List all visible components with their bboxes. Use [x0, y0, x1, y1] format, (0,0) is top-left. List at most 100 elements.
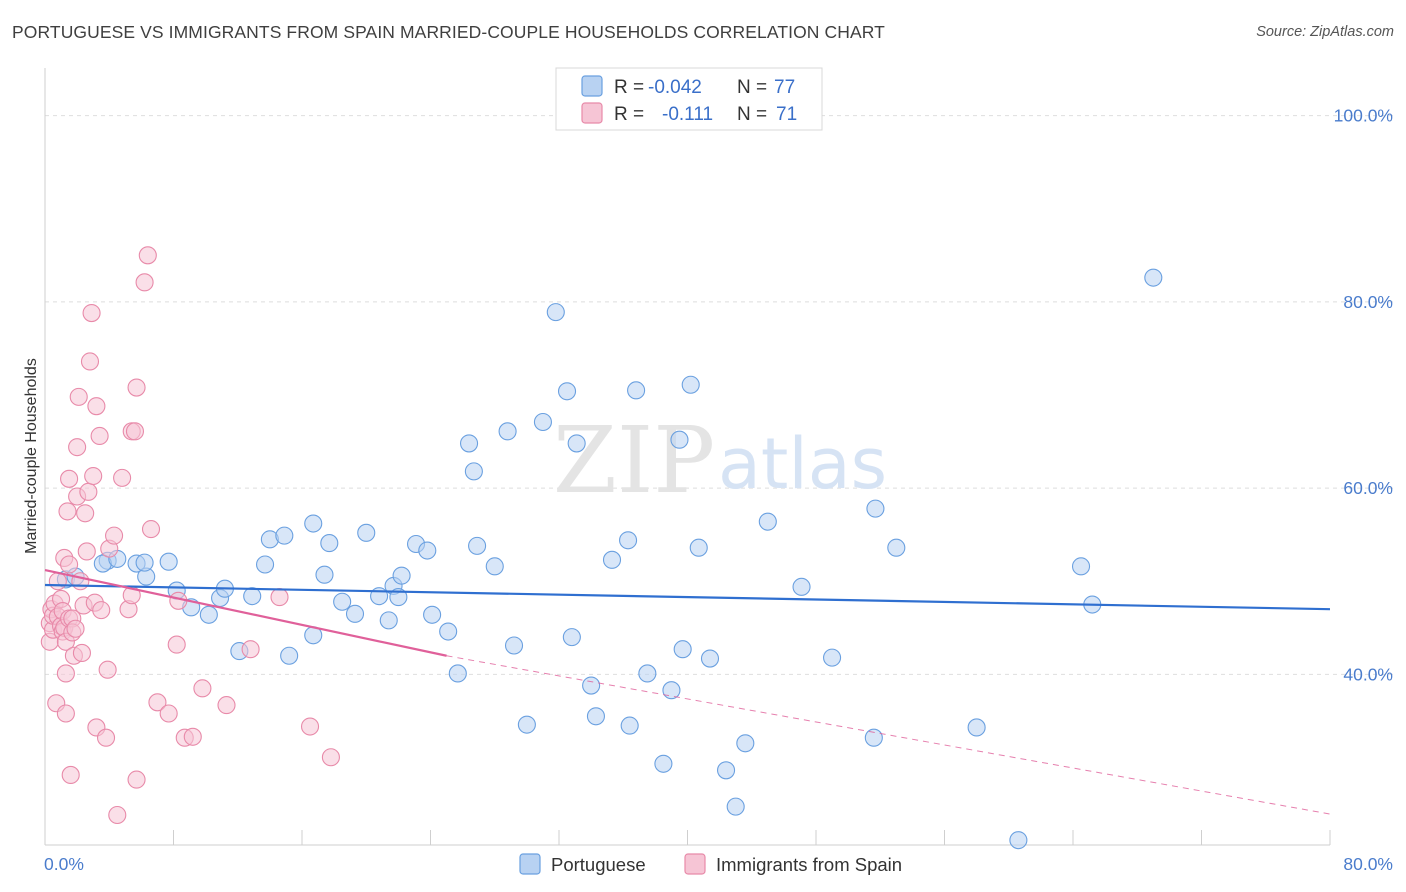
data-point	[468, 536, 487, 555]
trend-line-spain-extension	[446, 655, 1331, 815]
data-point	[108, 805, 127, 825]
data-point	[315, 565, 334, 584]
data-point	[77, 542, 96, 561]
trend-lines	[44, 568, 1331, 815]
data-point	[80, 352, 100, 371]
data-point	[96, 728, 116, 747]
data-points	[40, 246, 1163, 850]
bottom-legend-swatch-spain	[684, 853, 706, 875]
legend-r-value-1: -0.042	[648, 77, 702, 98]
data-point	[135, 273, 154, 292]
tick-labels: 100.0% 80.0% 60.0% 40.0% 0.0% 80.0%	[44, 106, 1393, 874]
data-point	[69, 387, 88, 406]
data-point	[1144, 268, 1163, 287]
data-point	[485, 557, 504, 576]
data-point	[79, 482, 98, 501]
data-point	[304, 514, 323, 533]
legend-r-label-1: R =	[614, 77, 644, 98]
data-point	[241, 640, 260, 659]
y-tick-label: 60.0%	[1343, 478, 1393, 498]
series-portuguese	[56, 268, 1163, 850]
data-point	[567, 434, 586, 453]
data-point	[673, 640, 692, 659]
data-point	[300, 717, 320, 736]
data-point	[546, 303, 565, 322]
data-point	[84, 466, 103, 486]
legend-r-value-2: -0.111	[662, 104, 713, 125]
data-point	[76, 504, 95, 523]
data-point	[275, 526, 294, 545]
legend-n-value-1: 77	[774, 77, 795, 98]
legend-n-label-1: N =	[737, 77, 767, 98]
data-point	[113, 468, 132, 487]
legend-r-label-2: R =	[614, 104, 644, 125]
data-point	[423, 605, 442, 624]
legend-swatch-portuguese	[581, 75, 603, 97]
data-point	[864, 728, 883, 747]
legend-n-label-2: N =	[737, 104, 767, 125]
data-point	[627, 381, 646, 400]
data-point	[418, 541, 437, 560]
x-tick-label: 0.0%	[44, 854, 84, 874]
data-point	[448, 664, 467, 683]
data-point	[887, 538, 906, 557]
data-point	[586, 707, 605, 726]
stats-legend: R = -0.042 N = 77 R = -0.111 N = 71	[555, 67, 823, 131]
data-point	[689, 538, 708, 557]
trend-line-spain	[44, 568, 447, 657]
data-point	[533, 412, 552, 432]
data-point	[66, 619, 85, 638]
data-point	[602, 550, 622, 569]
data-point	[72, 643, 91, 663]
data-point	[1071, 557, 1091, 576]
watermark: ZIP atlas	[553, 407, 887, 514]
data-point	[87, 397, 106, 416]
data-point	[439, 622, 458, 641]
data-point	[320, 534, 339, 553]
y-axis-label: Married-couple Households	[23, 358, 40, 554]
y-tick-label: 100.0%	[1334, 106, 1393, 126]
data-point	[159, 704, 178, 723]
data-point	[357, 523, 376, 542]
data-point	[967, 718, 986, 737]
data-point	[90, 426, 109, 446]
data-point	[48, 572, 67, 591]
data-point	[159, 552, 178, 571]
series-spain	[40, 246, 340, 825]
bottom-legend-spain: Immigrants from Spain	[716, 854, 902, 875]
data-point	[270, 588, 289, 607]
data-point	[60, 555, 79, 574]
bottom-legend-swatch-portuguese	[519, 853, 541, 875]
data-point	[256, 555, 275, 574]
data-point	[167, 635, 186, 654]
bottom-legend-portuguese: Portuguese	[551, 854, 646, 875]
axes	[44, 68, 1331, 846]
watermark-atlas: atlas	[718, 423, 887, 505]
data-point	[654, 754, 673, 773]
data-point	[504, 636, 524, 655]
data-point	[280, 646, 299, 665]
data-point	[619, 531, 638, 550]
data-point	[392, 566, 411, 585]
data-point	[125, 422, 144, 441]
data-point	[736, 734, 755, 753]
data-point	[56, 704, 75, 723]
data-point	[193, 679, 212, 698]
data-point	[557, 382, 577, 401]
y-tick-label: 40.0%	[1343, 664, 1393, 684]
legend-swatch-spain	[581, 102, 603, 124]
data-point	[662, 681, 681, 700]
data-point	[670, 430, 689, 449]
data-point	[345, 604, 365, 623]
data-point	[58, 502, 77, 521]
data-point	[638, 664, 657, 683]
data-point	[498, 422, 517, 441]
y-tick-label: 80.0%	[1343, 292, 1393, 312]
data-point	[105, 526, 124, 545]
data-point	[60, 469, 79, 488]
data-point	[562, 628, 581, 647]
series-legend: Portuguese Immigrants from Spain	[519, 853, 902, 875]
trend-line-portuguese	[44, 583, 1331, 611]
legend-n-value-2: 71	[776, 104, 797, 125]
